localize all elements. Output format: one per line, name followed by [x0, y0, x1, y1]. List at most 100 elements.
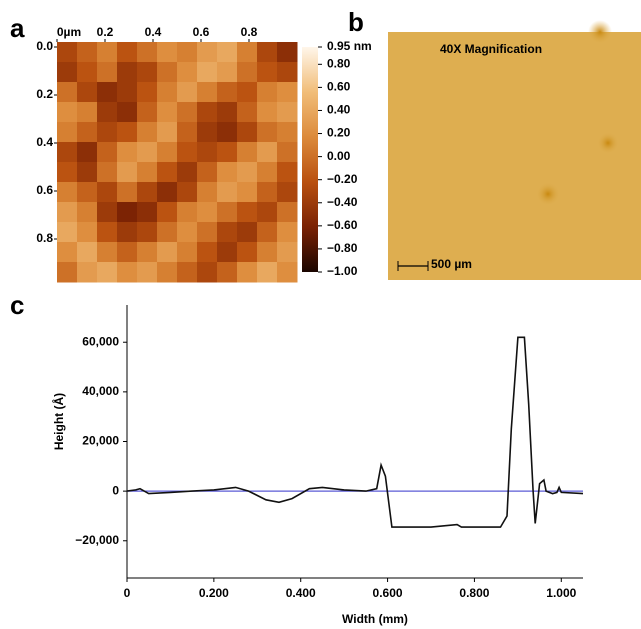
heatmap-cell	[57, 102, 78, 123]
heatmap-cell	[217, 202, 238, 223]
heatmap-cell	[237, 42, 258, 63]
colorbar	[302, 47, 318, 272]
heatmap-cell	[57, 242, 78, 263]
heatmap-cell	[217, 162, 238, 183]
y-tick-label: 0.6	[36, 183, 53, 197]
heatmap-cell	[77, 162, 98, 183]
defect-spot	[536, 182, 560, 206]
heatmap-cell	[157, 142, 178, 163]
heatmap-cell	[217, 262, 238, 283]
heatmap-cell	[157, 42, 178, 63]
x-tick-label: 0.8	[241, 25, 258, 39]
heatmap-cell	[177, 122, 198, 143]
heatmap-cell	[177, 162, 198, 183]
heatmap-cell	[97, 182, 118, 203]
heatmap-cell	[157, 262, 178, 283]
y-tick-label: 0.2	[36, 87, 53, 101]
heatmap-cell	[77, 142, 98, 163]
colorbar-tick-label: −1.00	[327, 264, 358, 278]
x-tick-label: 0.800	[459, 586, 489, 600]
heatmap-cell	[217, 62, 238, 83]
heatmap-cell	[97, 62, 118, 83]
heatmap-cell	[137, 82, 158, 103]
heatmap-cell	[117, 262, 138, 283]
heatmap-cell	[237, 122, 258, 143]
heatmap-cell	[77, 202, 98, 223]
heatmap-cell	[277, 242, 298, 263]
heatmap-cell	[117, 162, 138, 183]
heatmap-cell	[137, 142, 158, 163]
heatmap-cell	[237, 262, 258, 283]
heatmap-cell	[237, 62, 258, 83]
heatmap-cell	[57, 82, 78, 103]
heatmap-cell	[257, 62, 278, 83]
heatmap-cell	[97, 202, 118, 223]
heatmap-cell	[97, 42, 118, 63]
heatmap-cell	[57, 42, 78, 63]
heatmap-cell	[97, 162, 118, 183]
heatmap-cell	[257, 262, 278, 283]
heatmap-cell	[217, 182, 238, 203]
heatmap-cell	[257, 142, 278, 163]
heatmap-cell	[257, 162, 278, 183]
y-tick-label: 0.8	[36, 231, 53, 245]
y-tick-label: 60,000	[82, 334, 119, 348]
colorbar-tick-label: −0.80	[327, 241, 358, 255]
heatmap-cell	[57, 142, 78, 163]
heatmap-cell	[77, 182, 98, 203]
heatmap-cell	[137, 162, 158, 183]
heatmap-cell	[237, 142, 258, 163]
y-tick-label: −20,000	[75, 533, 119, 547]
heatmap-cell	[177, 42, 198, 63]
heatmap-cell	[277, 62, 298, 83]
heatmap-cell	[197, 102, 218, 123]
colorbar-tick-label: −0.20	[327, 172, 358, 186]
colorbar-tick-label: 0.00	[327, 149, 351, 163]
x-tick-label: 0.200	[199, 586, 229, 600]
x-tick-label: 0.600	[373, 586, 403, 600]
heatmap-cell	[237, 242, 258, 263]
heatmap-cell	[57, 262, 78, 283]
heatmap-cell	[137, 242, 158, 263]
heatmap-cell	[117, 102, 138, 123]
heatmap-cell	[57, 222, 78, 243]
heatmap-cell	[137, 222, 158, 243]
heatmap-cell	[277, 102, 298, 123]
heatmap-cell	[137, 262, 158, 283]
heatmap-cell	[117, 142, 138, 163]
heatmap-cell	[157, 102, 178, 123]
heatmap-cell	[277, 222, 298, 243]
heatmap-cell	[177, 242, 198, 263]
heatmap-cell	[197, 262, 218, 283]
heatmap-cell	[57, 122, 78, 143]
y-tick-label: 0.4	[36, 135, 53, 149]
heatmap-cell	[137, 122, 158, 143]
y-tick-label: 20,000	[82, 434, 119, 448]
defect-spot	[588, 20, 612, 44]
heatmap-cell	[237, 102, 258, 123]
colorbar-tick-label: 0.20	[327, 126, 351, 140]
heatmap-cell	[217, 242, 238, 263]
heatmap-cell	[57, 62, 78, 83]
x-tick-label: 0.2	[97, 25, 114, 39]
heatmap-cell	[177, 82, 198, 103]
colorbar-tick-label: 0.95 nm	[327, 39, 372, 53]
colorbar-tick-label: −0.60	[327, 218, 358, 232]
heatmap-cell	[197, 142, 218, 163]
heatmap-cell	[117, 242, 138, 263]
heatmap-cell	[197, 42, 218, 63]
heatmap-cell	[97, 82, 118, 103]
heatmap-cell	[217, 42, 238, 63]
heatmap-cell	[77, 42, 98, 63]
heatmap-cell	[157, 182, 178, 203]
heatmap-cell	[77, 262, 98, 283]
heatmap-cell	[197, 182, 218, 203]
heatmap-cell	[117, 42, 138, 63]
heatmap-cell	[137, 42, 158, 63]
x-tick-label: 1.000	[546, 586, 576, 600]
panel-label: a	[10, 13, 25, 43]
heatmap-cell	[197, 62, 218, 83]
heatmap-cell	[157, 162, 178, 183]
heatmap-cell	[117, 182, 138, 203]
